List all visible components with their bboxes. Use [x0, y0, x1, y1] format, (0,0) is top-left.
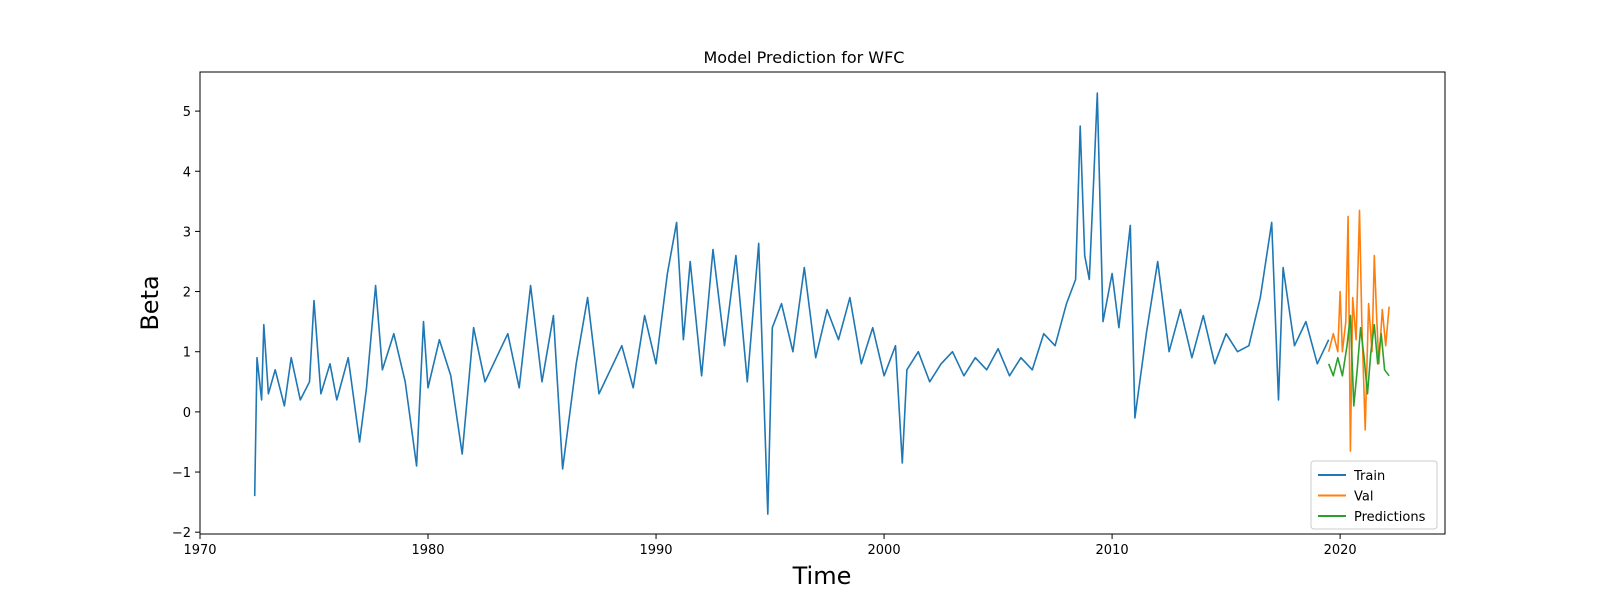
y-tick-label: 1 — [183, 346, 191, 361]
plot-area — [253, 92, 1390, 515]
y-tick-label: −2 — [172, 526, 191, 541]
x-axis-label: Time — [792, 562, 852, 590]
series-line-predictions — [1327, 314, 1390, 407]
y-tick-label: 4 — [183, 165, 191, 180]
legend-label-val: Val — [1354, 490, 1373, 505]
x-tick-label: 2020 — [1324, 543, 1357, 558]
y-tick-label: 0 — [183, 406, 191, 421]
series-line-val — [1327, 209, 1390, 452]
legend-box — [1310, 460, 1438, 530]
x-tick-label: 2010 — [1096, 543, 1129, 558]
series-line-train — [253, 92, 1330, 515]
legend: Train Val Predictions — [1310, 460, 1438, 530]
y-axis-label: Beta — [136, 275, 164, 330]
x-tick-label: 1970 — [183, 543, 216, 558]
chart-title: Model Prediction for WFC — [704, 48, 905, 67]
y-tick-label: 2 — [183, 286, 191, 301]
x-tick-label: 1980 — [411, 543, 444, 558]
axis-ticks: 1970 1980 1990 2000 2010 2020 −2 −1 0 1 2 3 4 5 — [172, 105, 1357, 558]
y-tick-label: 5 — [183, 105, 191, 120]
x-tick-label: 1990 — [639, 543, 672, 558]
legend-label-predictions: Predictions — [1354, 510, 1426, 525]
y-tick-label: −1 — [172, 466, 191, 481]
plot-frame — [199, 71, 1446, 535]
x-tick-label: 2000 — [868, 543, 901, 558]
legend-label-train: Train — [1353, 469, 1385, 484]
y-tick-label: 3 — [183, 225, 191, 240]
